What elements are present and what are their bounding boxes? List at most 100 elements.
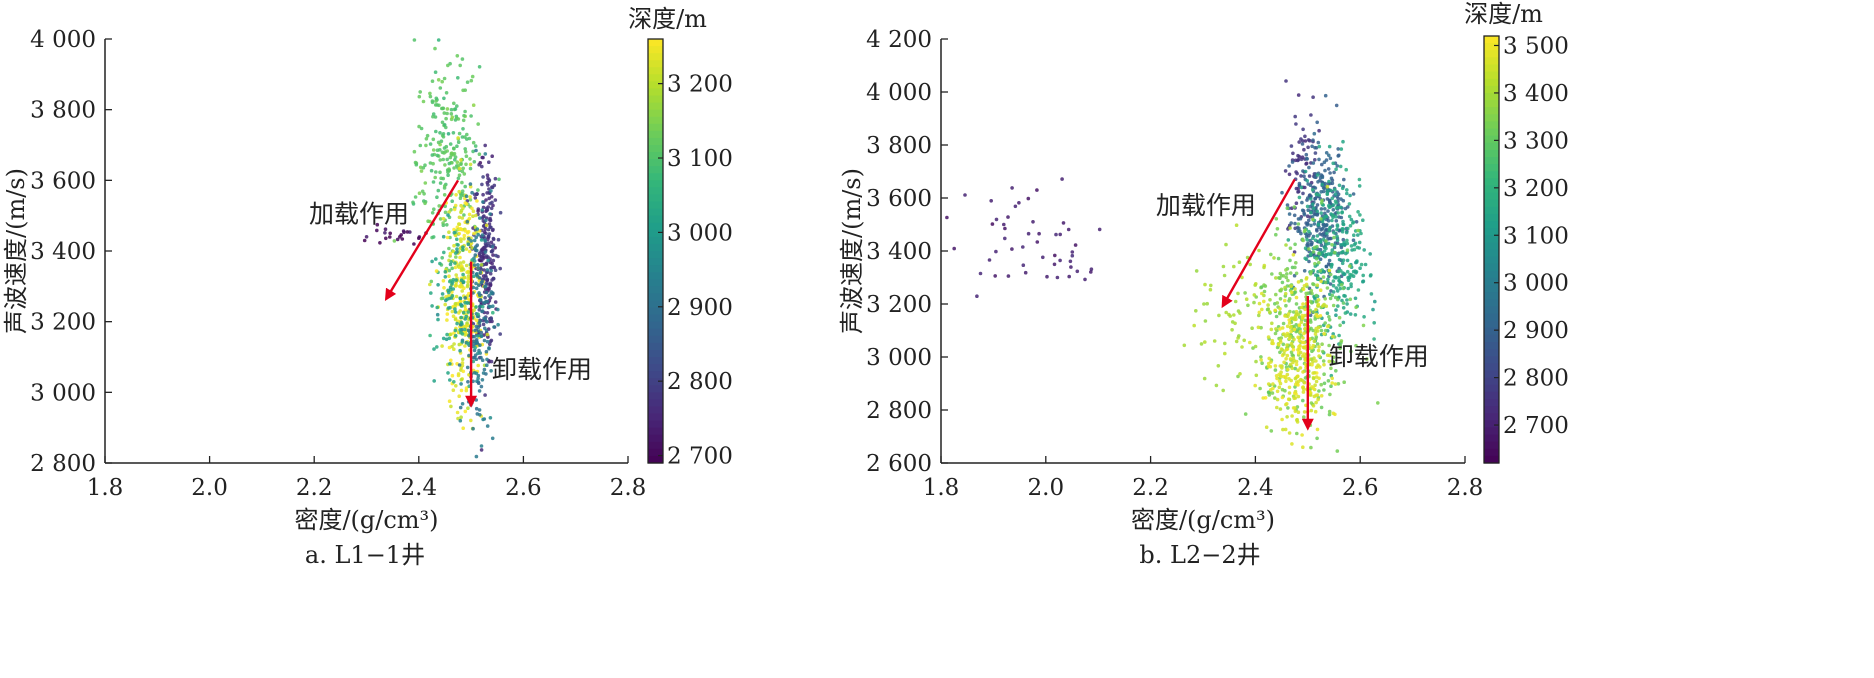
scatter-point (1335, 234, 1339, 239)
scatter-point (1316, 397, 1320, 402)
scatter-point (1308, 204, 1312, 209)
scatter-point (476, 232, 481, 237)
scatter-point (1326, 324, 1330, 329)
scatter-point (496, 322, 500, 327)
scatter-point (1362, 315, 1366, 319)
scatter-point (1373, 299, 1377, 304)
scatter-point (480, 358, 485, 363)
scatter-point (1309, 210, 1313, 215)
scatter-point (1296, 93, 1301, 97)
scatter-point (362, 238, 367, 243)
scatter-point (1338, 286, 1342, 291)
scatter-point (375, 228, 379, 233)
colorbar-segment (648, 251, 663, 259)
scatter-point (477, 291, 481, 295)
scatter-point (442, 250, 446, 255)
x-tick-label: 2.6 (505, 475, 542, 501)
scatter-point (467, 353, 471, 358)
scatter-point (1285, 415, 1289, 419)
scatter-point (476, 122, 481, 126)
scatter-point (1340, 186, 1345, 191)
scatter-point (1331, 334, 1335, 339)
scatter-point (1302, 331, 1306, 336)
scatter-point (441, 234, 446, 239)
scatter-point (465, 365, 470, 370)
scatter-point (453, 302, 458, 306)
scatter-point (461, 310, 466, 315)
scatter-point (471, 103, 476, 107)
scatter-point (1315, 427, 1320, 432)
scatter-point (1244, 297, 1249, 302)
scatter-point (458, 299, 463, 303)
colorbar-segment (1484, 256, 1499, 265)
scatter-point (442, 96, 446, 101)
scatter-point (474, 305, 478, 309)
scatter-point (488, 342, 492, 347)
scatter-point (441, 336, 446, 341)
scatter-point (1222, 273, 1227, 278)
scatter-point (445, 332, 449, 337)
scatter-point (453, 333, 458, 338)
scatter-point (456, 136, 460, 140)
scatter-point (1353, 269, 1357, 274)
scatter-point (452, 101, 456, 106)
scatter-point (474, 213, 478, 218)
scatter-point (484, 349, 489, 354)
scatter-point (485, 357, 489, 362)
scatter-point (464, 386, 469, 390)
scatter-point (490, 154, 495, 158)
scatter-point (441, 223, 446, 227)
scatter-point (455, 160, 460, 164)
scatter-point (1314, 146, 1319, 150)
colorbar-tick-label: 3 000 (667, 220, 733, 246)
scatter-point (480, 182, 484, 187)
scatter-point (436, 78, 441, 82)
scatter-point (1308, 193, 1312, 197)
scatter-point (440, 344, 444, 348)
scatter-point (446, 306, 451, 310)
scatter-point (1232, 313, 1236, 317)
scatter-point (1358, 213, 1362, 217)
scatter-point (1083, 277, 1087, 282)
colorbar-segment (648, 173, 663, 181)
scatter-point (1338, 164, 1343, 169)
scatter-point (1259, 285, 1264, 289)
scatter-point (448, 332, 452, 337)
scatter-point (1302, 174, 1306, 178)
scatter-point (447, 274, 451, 279)
scatter-point (1318, 239, 1323, 244)
scatter-point (466, 229, 471, 234)
scatter-point (364, 235, 369, 239)
scatter-point (454, 294, 459, 299)
scatter-point (1301, 191, 1305, 196)
scatter-point (477, 408, 482, 412)
scatter-point (1339, 339, 1344, 343)
scatter-point (1307, 138, 1312, 143)
scatter-point (430, 259, 434, 264)
scatter-point (1319, 405, 1324, 410)
scatter-point (455, 237, 459, 242)
scatter-point (1284, 357, 1288, 361)
scatter-point (413, 195, 418, 199)
scatter-point (1299, 185, 1304, 190)
scatter-point (1286, 397, 1291, 402)
scatter-point (1280, 326, 1285, 330)
scatter-point (1035, 240, 1040, 244)
scatter-point (1361, 273, 1365, 278)
scatter-point (1282, 360, 1286, 365)
scatter-point (1328, 156, 1333, 161)
scatter-point (1301, 398, 1305, 403)
scatter-point (483, 284, 488, 289)
scatter-point (1304, 162, 1308, 166)
scatter-point (430, 153, 435, 157)
colorbar-segment (1484, 448, 1499, 457)
scatter-point (491, 304, 495, 309)
scatter-point (461, 369, 466, 374)
scatter-point (423, 201, 427, 206)
scatter-point (476, 266, 481, 271)
scatter-point (1182, 343, 1187, 348)
scatter-point (1269, 252, 1273, 257)
scatter-point (436, 188, 441, 193)
y-tick-label: 3 800 (866, 133, 932, 159)
colorbar-segment (1484, 85, 1499, 94)
